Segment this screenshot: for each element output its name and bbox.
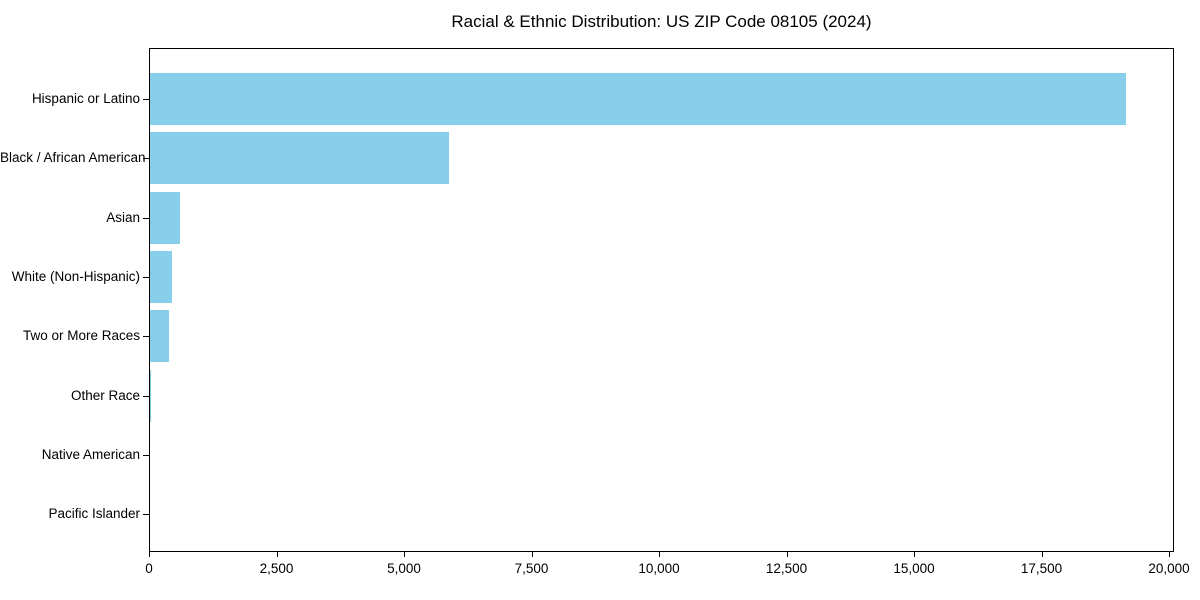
y-axis-label: Two or More Races — [22, 328, 140, 344]
x-tick-label: 0 — [145, 561, 153, 576]
x-tick-mark — [914, 552, 915, 557]
bar-other-race — [150, 369, 152, 422]
y-axis-label: White (Non-Hispanic) — [11, 268, 140, 284]
y-axis-label: Other Race — [70, 387, 140, 403]
bar-white-non-hispanic — [150, 250, 172, 303]
x-tick-label: 7,500 — [514, 561, 549, 576]
y-tick-mark — [143, 158, 149, 160]
x-tick-label: 10,000 — [638, 561, 680, 576]
y-tick-mark — [143, 454, 149, 456]
y-axis-label: Black / African American — [0, 150, 146, 166]
x-tick-mark — [1041, 552, 1043, 557]
bar-black-african-american — [150, 132, 449, 185]
x-tick-mark — [404, 552, 405, 557]
y-tick-mark — [143, 276, 149, 278]
x-tick-label: 12,500 — [765, 561, 808, 576]
y-tick-mark — [143, 217, 149, 219]
y-axis-label: Pacific Islander — [48, 506, 140, 522]
y-axis-label: Asian — [106, 209, 140, 225]
bar-two-or-more-races — [150, 310, 169, 363]
y-axis-label: Hispanic or Latino — [31, 91, 140, 106]
x-tick-label: 17,500 — [1020, 561, 1063, 576]
y-tick-mark — [143, 99, 149, 100]
x-tick-mark — [659, 552, 660, 557]
x-tick-mark — [1169, 552, 1170, 557]
x-tick-label: 2,500 — [259, 561, 294, 576]
x-tick-mark — [531, 552, 533, 557]
x-tick-label: 5,000 — [387, 561, 421, 576]
y-tick-mark — [143, 395, 149, 397]
x-tick-mark — [786, 552, 788, 557]
x-tick-label: 20,000 — [1148, 561, 1190, 576]
x-tick-mark — [276, 552, 278, 557]
chart-title: Racial & Ethnic Distribution: US ZIP Cod… — [451, 12, 872, 31]
plot-area — [149, 48, 1174, 552]
y-tick-mark — [143, 336, 149, 338]
bar-asian — [150, 191, 181, 244]
y-axis-label: Native American — [41, 446, 140, 462]
x-tick-label: 15,000 — [893, 561, 935, 576]
x-tick-mark — [149, 552, 150, 557]
y-tick-mark — [143, 514, 149, 516]
bar-hispanic-or-latino — [150, 73, 1127, 125]
